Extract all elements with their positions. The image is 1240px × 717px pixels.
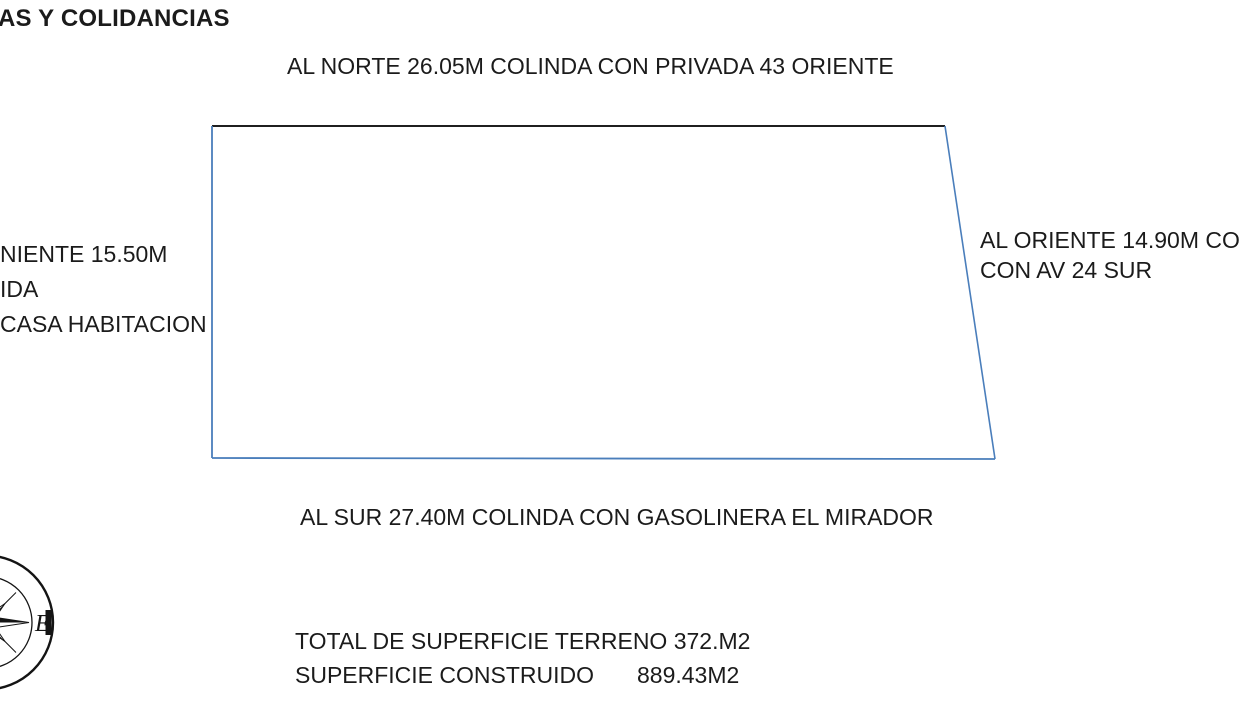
- west-boundary-line-3: CASA HABITACION: [0, 311, 207, 337]
- compass-inner-ring: [0, 578, 33, 667]
- page-title: AS Y COLIDANCIAS: [0, 5, 230, 32]
- surface-totals: TOTAL DE SUPERFICIE TERRENO 372.M2 SUPER…: [295, 624, 750, 692]
- north-boundary-label: AL NORTE 26.05M COLINDA CON PRIVADA 43 O…: [287, 53, 894, 79]
- compass-outer-ring: [0, 555, 55, 690]
- east-boundary-line-2: CON AV 24 SUR: [980, 257, 1153, 283]
- lot-outline-drawing: [211, 125, 996, 460]
- built-surface-value: 889.43M2: [637, 662, 740, 688]
- west-boundary-line-1: NIENTE 15.50M: [0, 241, 168, 267]
- total-terrain-surface: TOTAL DE SUPERFICIE TERRENO 372.M2: [295, 628, 751, 654]
- east-boundary-label: AL ORIENTE 14.90M CO CON AV 24 SUR: [980, 225, 1240, 285]
- east-boundary-line-1: AL ORIENTE 14.90M CO: [980, 227, 1240, 253]
- built-surface-row: SUPERFICIE CONSTRUIDO 889.43M2: [295, 658, 750, 692]
- lot-edge-south: [211, 457, 996, 460]
- built-surface-label: SUPERFICIE CONSTRUIDO: [295, 662, 595, 688]
- west-boundary-label: NIENTE 15.50M IDA CASA HABITACION: [0, 237, 207, 342]
- west-boundary-line-2: IDA: [0, 276, 39, 302]
- compass-needle-nw-se: [0, 592, 17, 610]
- south-boundary-label: AL SUR 27.40M COLINDA CON GASOLINERA EL …: [300, 504, 934, 530]
- compass-star: [0, 603, 30, 642]
- lot-edge-east: [944, 125, 996, 460]
- compass-needle-ne-sw: [0, 635, 17, 653]
- compass-rose: E: [0, 555, 55, 690]
- compass-east-pointer: [45, 610, 52, 635]
